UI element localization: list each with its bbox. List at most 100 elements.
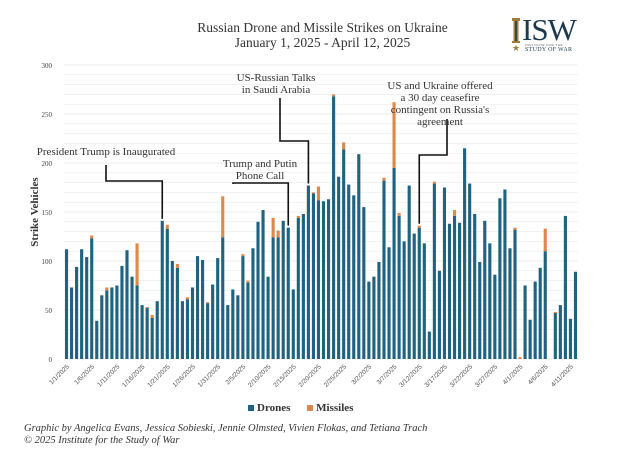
bar-missiles <box>342 142 346 150</box>
bar-missiles <box>397 212 401 216</box>
bar-missiles <box>165 224 169 229</box>
annotation-line-text: contingent on Russia's <box>390 104 490 116</box>
bar-missiles <box>382 177 386 181</box>
y-axis-ticks: 0 50 100 150 200 250 300 <box>42 62 53 364</box>
bar-missiles <box>271 217 275 238</box>
bar-missiles <box>276 230 280 238</box>
logo-star-icon: ★ <box>512 44 521 54</box>
bar-drones <box>261 210 265 359</box>
bar-drones <box>301 213 305 359</box>
bar-drones <box>508 248 512 359</box>
bar-drones <box>553 312 557 359</box>
bar-drones <box>276 237 280 359</box>
bar-drones <box>64 249 69 359</box>
x-tick-label: 2/10/2025 <box>247 363 273 389</box>
bar-drones <box>296 217 300 359</box>
bar-drones <box>352 195 356 359</box>
x-tick-label: 1/16/2025 <box>121 363 147 389</box>
x-tick-label: 1/26/2025 <box>172 363 198 389</box>
bar-drones <box>513 229 517 359</box>
x-tick-label: 3/27/2025 <box>474 363 500 389</box>
legend-swatch-missiles <box>307 405 314 412</box>
bar-drones <box>145 308 149 359</box>
bar-drones <box>311 193 316 359</box>
y-tick-label: 50 <box>45 307 53 315</box>
bar-drones <box>80 249 84 359</box>
annotation-line-text: agreement <box>417 116 463 128</box>
chart-title: Russian Drone and Missile Strikes on Ukr… <box>150 20 495 50</box>
bar-drones <box>221 237 225 359</box>
bar-drones <box>130 276 134 359</box>
bar-drones <box>558 305 562 359</box>
credit: Graphic by Angelica Evans, Jessica Sobie… <box>24 423 427 447</box>
bar-missiles <box>311 192 316 194</box>
bar-drones <box>175 267 179 359</box>
x-tick-label: 1/11/2025 <box>96 363 121 388</box>
logo-letters: ISW <box>522 12 577 47</box>
annotation-line-text: US and Ukraine offered <box>387 80 493 92</box>
legend-label-drones: Drones <box>257 402 291 414</box>
x-tick-label: 4/11/2025 <box>550 363 575 388</box>
bar-drones <box>473 213 477 359</box>
bar-missiles <box>90 235 94 239</box>
credit-authors: Graphic by Angelica Evans, Jessica Sobie… <box>24 423 428 434</box>
bar-drones <box>100 295 104 359</box>
annotation-line-text: Trump and Putin <box>222 158 298 170</box>
bar-missiles <box>296 215 300 218</box>
bar-missiles <box>241 254 245 257</box>
bar-drones <box>392 167 396 359</box>
bar-drones <box>236 295 240 359</box>
bar-drones <box>105 290 109 359</box>
bar-missiles <box>175 263 179 268</box>
bar-drones <box>458 222 462 359</box>
annotation-line <box>418 119 448 224</box>
bar-drones <box>95 320 99 359</box>
bar-drones <box>498 198 502 359</box>
bar-drones <box>211 284 215 359</box>
bar-missiles <box>452 210 457 216</box>
bar-drones <box>468 183 472 359</box>
bar-drones <box>488 243 492 359</box>
annotation-line <box>279 98 310 184</box>
bar-drones <box>568 318 573 359</box>
bar-drones <box>306 185 310 359</box>
x-tick-label: 2/5/2025 <box>224 363 247 386</box>
annotation-line <box>232 182 290 226</box>
bar-drones <box>528 319 532 359</box>
bar-drones <box>326 199 331 359</box>
y-axis-label: Strike Vehicles <box>29 177 41 247</box>
bar-drones <box>256 221 260 359</box>
logo-pillar-icon <box>512 18 520 43</box>
bar-missiles <box>105 287 109 291</box>
isw-logo: ★ ISW INSTITUTE FOR THE STUDY OF WAR <box>511 14 611 54</box>
bar-missiles <box>553 311 557 313</box>
bar-drones <box>150 317 154 359</box>
bar-drones <box>483 220 487 359</box>
bar-drones <box>432 183 436 359</box>
gridlines <box>64 64 578 360</box>
bar-missiles <box>543 228 547 252</box>
x-tick-label: 3/2/2025 <box>350 363 373 386</box>
bar-drones <box>452 215 457 359</box>
bar-drones <box>135 285 139 359</box>
bar-drones <box>342 149 346 359</box>
bar-missiles <box>145 307 149 309</box>
logo-subtitle-small: INSTITUTE FOR THE <box>525 43 563 47</box>
bar-drones <box>463 148 467 359</box>
bar-drones <box>347 184 351 359</box>
annotation-line-text: US-Russian Talks <box>236 72 316 84</box>
y-tick-label: 250 <box>42 111 53 119</box>
bar-drones <box>377 261 381 359</box>
bar-drones <box>332 96 336 360</box>
y-tick-label: 200 <box>42 160 53 168</box>
bar-drones <box>493 274 497 359</box>
x-tick-label: 3/17/2025 <box>423 363 449 389</box>
bar-drones <box>407 185 411 359</box>
bar-drones <box>271 237 275 359</box>
bar-missiles <box>206 302 210 304</box>
bar-drones <box>180 301 184 359</box>
legend-item-missiles: Missiles <box>307 402 353 414</box>
x-axis-ticks: 1/1/2025 1/6/2025 1/11/2025 1/16/2025 1/21/2… <box>48 363 575 389</box>
bar-drones <box>362 207 366 359</box>
bar-drones <box>160 220 164 359</box>
